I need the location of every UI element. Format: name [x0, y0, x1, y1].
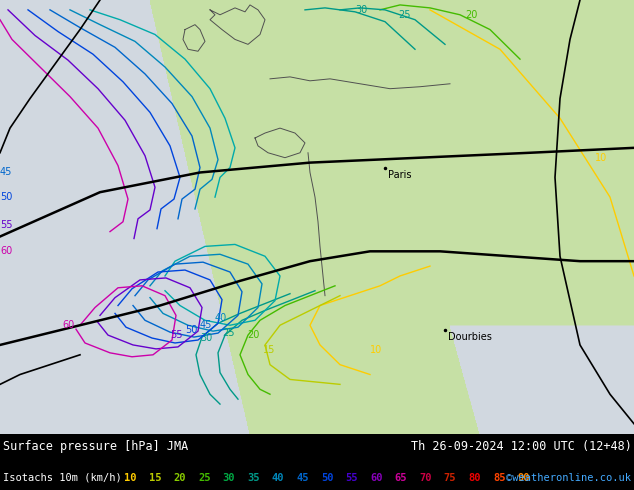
Text: 65: 65 [394, 472, 407, 483]
Text: 10: 10 [124, 472, 137, 483]
Text: Isotachs 10m (km/h): Isotachs 10m (km/h) [3, 472, 121, 483]
Text: Dourbies: Dourbies [448, 332, 492, 342]
Text: ©weatheronline.co.uk: ©weatheronline.co.uk [507, 472, 631, 483]
Text: 30: 30 [355, 5, 367, 15]
Text: 55: 55 [346, 472, 358, 483]
Text: 85: 85 [493, 472, 505, 483]
Text: 35: 35 [247, 472, 260, 483]
Text: 25: 25 [222, 328, 235, 338]
Text: Th 26-09-2024 12:00 UTC (12+48): Th 26-09-2024 12:00 UTC (12+48) [411, 440, 631, 453]
Text: 45: 45 [0, 168, 13, 177]
Text: 90: 90 [517, 472, 530, 483]
Text: 50: 50 [185, 325, 197, 335]
Text: 30: 30 [223, 472, 235, 483]
Text: 45: 45 [200, 320, 212, 330]
Text: 20: 20 [247, 330, 259, 340]
Text: 75: 75 [444, 472, 456, 483]
Text: 15: 15 [149, 472, 161, 483]
Text: 60: 60 [0, 246, 12, 256]
Text: 20: 20 [174, 472, 186, 483]
Text: 25: 25 [398, 10, 410, 20]
Text: 40: 40 [272, 472, 284, 483]
Text: 55: 55 [0, 220, 13, 230]
Text: 30: 30 [200, 333, 212, 343]
Text: 40: 40 [215, 313, 227, 323]
Text: 10: 10 [370, 345, 382, 355]
Text: 50: 50 [321, 472, 333, 483]
Text: 15: 15 [263, 345, 275, 355]
Text: Surface pressure [hPa] JMA: Surface pressure [hPa] JMA [3, 440, 188, 453]
Text: 55: 55 [170, 330, 183, 340]
Text: 50: 50 [0, 192, 13, 202]
Text: 60: 60 [370, 472, 382, 483]
Text: Paris: Paris [388, 170, 411, 179]
Text: 60: 60 [62, 320, 74, 330]
Text: 45: 45 [296, 472, 309, 483]
Text: 25: 25 [198, 472, 210, 483]
Text: 70: 70 [419, 472, 432, 483]
Text: 20: 20 [465, 10, 477, 20]
Text: 80: 80 [469, 472, 481, 483]
Text: 10: 10 [595, 153, 607, 163]
